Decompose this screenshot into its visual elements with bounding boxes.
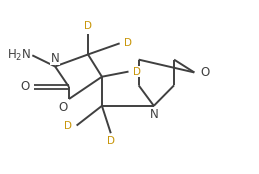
Text: O: O — [20, 81, 30, 93]
Text: D: D — [124, 38, 132, 48]
Text: D: D — [84, 21, 92, 31]
Text: N: N — [51, 52, 60, 65]
Text: H$_2$N: H$_2$N — [7, 48, 31, 63]
Text: N: N — [149, 108, 158, 121]
Text: O: O — [59, 101, 68, 114]
Text: O: O — [200, 66, 209, 79]
Text: D: D — [133, 67, 141, 77]
Text: D: D — [64, 121, 72, 130]
Text: D: D — [107, 136, 115, 146]
